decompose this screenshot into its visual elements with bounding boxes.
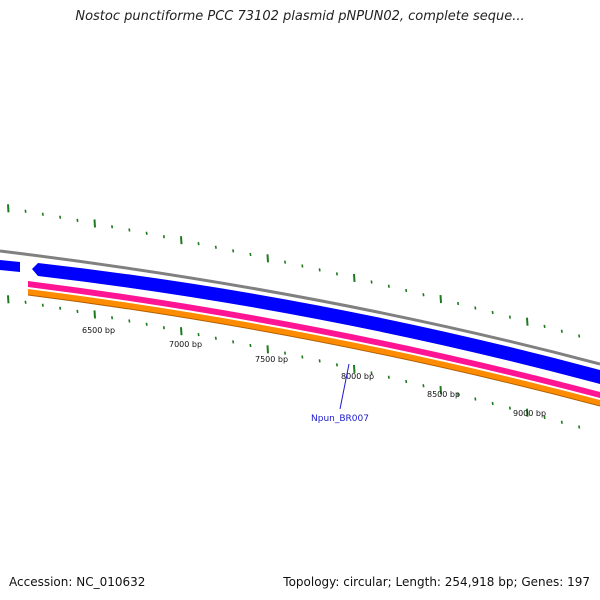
tick-inner-minor — [197, 333, 200, 337]
tick-outer-minor — [162, 235, 165, 239]
tick-inner-major — [266, 345, 269, 354]
tick-outer-minor — [370, 280, 373, 284]
tick-outer-minor — [422, 293, 425, 297]
tick-outer-major — [439, 295, 442, 304]
tick-outer-minor — [474, 306, 477, 310]
tick-outer-minor — [197, 242, 200, 246]
tick-inner-minor — [422, 384, 425, 388]
tick-inner-minor — [128, 319, 131, 323]
tick-outer-minor — [145, 231, 148, 235]
bp-label-9000: 9000 bp — [513, 409, 546, 418]
tick-inner-minor — [214, 336, 217, 340]
tick-outer-minor — [543, 324, 546, 329]
feature-orange-band — [28, 289, 600, 406]
tick-outer-major — [266, 254, 269, 263]
tick-outer-major — [180, 236, 183, 245]
tick-inner-minor — [387, 375, 390, 379]
tick-outer-minor — [76, 218, 79, 222]
tick-outer-minor — [111, 225, 114, 229]
tick-inner-minor — [578, 425, 581, 429]
bp-label-7000: 7000 bp — [169, 340, 202, 349]
tick-inner-minor — [405, 379, 408, 384]
gene-label-leader — [339, 363, 350, 410]
tick-row-inner — [7, 295, 581, 429]
tick-outer-minor — [491, 310, 494, 315]
tick-outer-minor — [284, 260, 287, 264]
tick-inner-minor — [508, 406, 511, 410]
bp-label-8000: 8000 bp — [341, 372, 374, 381]
tick-inner-minor — [284, 351, 287, 355]
tick-outer-minor — [457, 301, 460, 306]
tick-inner-major — [439, 386, 442, 395]
tick-outer-minor — [301, 264, 304, 268]
tick-inner-major — [180, 327, 183, 336]
bp-label-7500: 7500 bp — [255, 355, 288, 364]
tick-outer-minor — [59, 215, 62, 219]
tick-outer-major — [93, 219, 96, 228]
tick-outer-minor — [387, 284, 390, 288]
tick-inner-major — [353, 364, 356, 374]
tick-inner-minor — [543, 415, 546, 420]
tick-inner-minor — [24, 300, 27, 304]
tick-inner-minor — [474, 397, 477, 401]
orange-band-edge — [27, 294, 600, 407]
tick-outer-major — [353, 273, 356, 283]
tick-outer-major — [526, 317, 529, 326]
tick-outer-minor — [578, 334, 581, 338]
tick-outer-minor — [232, 249, 235, 253]
tick-inner-minor — [145, 322, 148, 326]
tick-inner-minor — [301, 355, 304, 359]
tick-inner-minor — [162, 326, 165, 330]
tick-inner-minor — [41, 303, 44, 307]
tick-outer-minor — [318, 268, 321, 272]
tick-inner-minor — [370, 371, 373, 375]
tick-outer-minor — [214, 245, 217, 249]
tick-outer-minor — [335, 272, 338, 276]
tick-inner-minor — [318, 359, 321, 363]
tick-inner-major — [526, 408, 529, 417]
map-title: Nostoc punctiforme PCC 73102 plasmid pNP… — [75, 9, 525, 24]
tick-row-outer — [7, 204, 581, 338]
tick-inner-minor — [59, 306, 62, 310]
tick-inner-minor — [560, 420, 563, 424]
feature-pink-band — [28, 281, 600, 398]
tick-outer-minor — [24, 209, 27, 213]
accession-text: Accession: NC_010632 — [9, 575, 146, 589]
backbone-line — [0, 249, 600, 366]
topology-summary: Topology: circular; Length: 254,918 bp; … — [283, 575, 590, 589]
tick-inner-minor — [249, 343, 252, 348]
tick-inner-major — [7, 295, 10, 304]
tick-outer-minor — [41, 212, 44, 216]
tick-inner-minor — [457, 392, 460, 397]
tick-inner-major — [93, 310, 96, 319]
feature-blue-main — [32, 263, 600, 384]
tick-outer-minor — [249, 252, 252, 257]
gene-label-npun-br007[interactable]: Npun_BR007 — [311, 414, 369, 424]
feature-blue-left — [0, 260, 20, 272]
bp-label-6500: 6500 bp — [82, 326, 115, 335]
tick-inner-minor — [111, 316, 114, 320]
tick-inner-minor — [491, 401, 494, 406]
tick-inner-minor — [335, 363, 338, 367]
tick-outer-minor — [560, 329, 563, 333]
bp-label-8500: 8500 bp — [427, 390, 460, 399]
tick-outer-minor — [405, 288, 408, 293]
tick-inner-minor — [232, 340, 235, 344]
tick-outer-minor — [508, 315, 511, 319]
tick-inner-minor — [76, 309, 79, 313]
tick-outer-major — [7, 204, 10, 213]
tick-outer-minor — [128, 228, 131, 232]
